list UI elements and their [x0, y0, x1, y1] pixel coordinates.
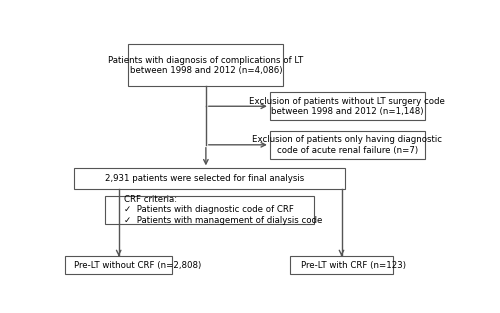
- FancyBboxPatch shape: [128, 44, 284, 86]
- Text: CRF criteria:
✓  Patients with diagnostic code of CRF
✓  Patients with managemen: CRF criteria: ✓ Patients with diagnostic…: [124, 195, 323, 225]
- Text: Exclusion of patients without LT surgery code
between 1998 and 2012 (n=1,148): Exclusion of patients without LT surgery…: [250, 96, 446, 116]
- Text: Pre-LT with CRF (n=123): Pre-LT with CRF (n=123): [301, 261, 406, 270]
- Text: Pre-LT without CRF (n=2,808): Pre-LT without CRF (n=2,808): [74, 261, 202, 270]
- FancyBboxPatch shape: [290, 256, 393, 275]
- FancyBboxPatch shape: [105, 196, 314, 224]
- FancyBboxPatch shape: [66, 256, 172, 275]
- Text: Patients with diagnosis of complications of LT
between 1998 and 2012 (n=4,086): Patients with diagnosis of complications…: [108, 56, 304, 75]
- FancyBboxPatch shape: [74, 168, 345, 189]
- FancyBboxPatch shape: [270, 131, 425, 159]
- Text: 2,931 patients were selected for final analysis: 2,931 patients were selected for final a…: [105, 174, 304, 183]
- FancyBboxPatch shape: [270, 92, 425, 120]
- Text: Exclusion of patients only having diagnostic
code of acute renal failure (n=7): Exclusion of patients only having diagno…: [252, 135, 442, 155]
